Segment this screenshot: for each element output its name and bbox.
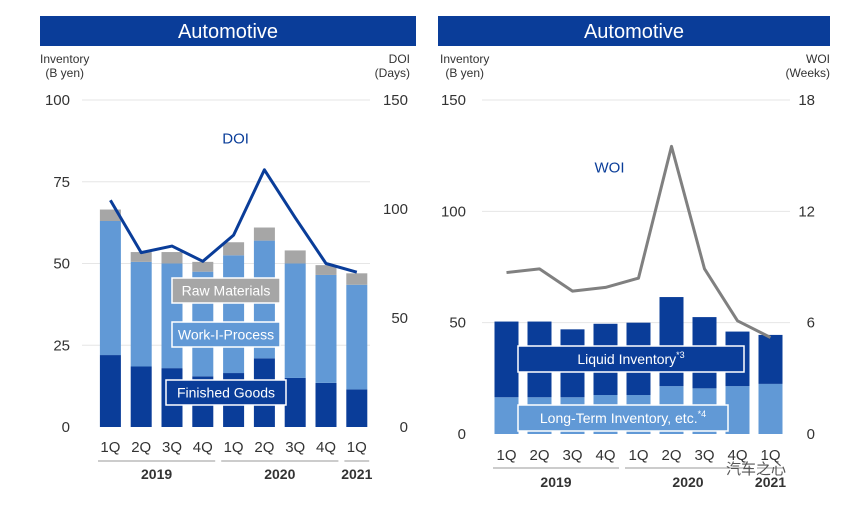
left-y-tick-label: 0 [62,419,70,436]
left-bar-segment [130,366,152,427]
left-legend-finished-goods-box [165,379,287,406]
right-bar-segment [494,321,519,398]
left-year-label: 2020 [264,466,295,482]
left-legend-raw-materials: Raw Materials [182,283,271,299]
right-bar-segment [758,383,783,434]
right-x-tick-label: 2Q [529,447,549,464]
left-x-tick-label: 2Q [131,439,151,456]
right-x-tick-label: 1Q [628,447,648,464]
right-y-tick-label: 50 [449,315,466,332]
right-x-tick-label: 3Q [562,447,582,464]
left-y2-tick-label: 100 [383,201,408,218]
right-y2-caption-line-2: (Weeks) [785,66,830,80]
right-x-tick-label: 1Q [760,447,780,464]
left-bar-segment [99,209,121,221]
left-bar-segment [315,382,337,427]
right-y2-tick-label: 12 [798,203,815,220]
left-bar-segment [99,355,121,427]
left-bar-segment [346,273,368,285]
left-legend-work-in-process: Work-I-Process [178,327,274,343]
left-bar-segment [284,263,306,378]
left-y-tick-label: 75 [53,174,70,191]
right-legend-liquid-inventory-box [517,345,745,373]
left-y-axis-caption: Inventory (B yen) [40,52,89,80]
left-year-label: 2019 [141,466,172,482]
left-x-tick-label: 3Q [162,439,182,456]
left-x-tick-label: 2Q [254,439,274,456]
right-y2-tick-label: 18 [798,92,815,109]
right-year-label: 2019 [540,474,571,490]
left-bar-segment [161,252,183,264]
right-x-tick-label: 4Q [727,447,747,464]
left-y2-tick-label: 150 [383,92,408,109]
left-bar-segment [223,255,245,374]
left-bar-segment [284,250,306,264]
right-y-caption-line-2: (B yen) [445,66,485,80]
left-x-tick-label: 3Q [285,439,305,456]
right-bar-segment [494,397,519,434]
left-doi-label: DOI [222,131,249,148]
left-y-tick-label: 50 [53,256,70,273]
left-x-tick-label: 1Q [100,439,120,456]
left-x-tick-label: 1Q [224,439,244,456]
right-y-caption-line-1: Inventory [440,52,490,66]
right-y2-axis-caption: WOI (Weeks) [776,52,830,80]
left-y2-caption-line-2: (Days) [374,66,410,80]
right-bar-segment [659,297,684,387]
left-line-doi [109,168,358,274]
right-y-tick-label: 150 [441,92,466,109]
left-y-caption-line-1: Inventory [40,52,90,66]
right-year-label: 2021 [755,474,786,490]
left-x-tick-label: 4Q [316,439,336,456]
left-bar-segment [346,284,368,390]
left-y2-caption-line-1: DOI [388,52,410,66]
right-chart-title: Automotive [438,16,830,46]
left-bar-segment [130,261,152,367]
right-y2-caption-line-1: WOI [806,52,830,66]
left-x-tick-label: 4Q [193,439,213,456]
right-x-tick-label: 2Q [661,447,681,464]
right-y-tick-label: 0 [458,426,466,443]
right-legend-long-term-inventory: Long-Term Inventory, etc.*4 [540,409,706,426]
left-y2-axis-caption: DOI (Days) [368,52,410,80]
left-bar-segment [346,389,368,427]
right-bar-segment [725,386,750,434]
left-year-label: 2021 [341,466,372,482]
left-y2-tick-label: 0 [400,419,408,436]
left-bar-segment [99,220,121,356]
right-x-tick-label: 3Q [694,447,714,464]
left-bar-segment [192,261,214,272]
right-x-tick-label: 4Q [595,447,615,464]
left-legend-finished-goods: Finished Goods [177,385,275,401]
left-y2-tick-label: 50 [391,310,408,327]
right-woi-label: WOI [595,159,625,176]
left-bar-segment [284,377,306,427]
watermark-text: 汽车之心 [726,461,787,478]
left-bar-segment [223,242,245,256]
left-y-tick-label: 25 [53,337,70,354]
right-legend-liquid-inventory: Liquid Inventory*3 [577,350,684,367]
left-bar-segment [315,274,337,383]
left-y-tick-label: 100 [45,92,70,109]
right-line-woi [506,144,772,339]
right-y-tick-label: 100 [441,203,466,220]
left-bar-segment [130,252,152,262]
right-x-tick-label: 1Q [496,447,516,464]
right-legend-long-term-inventory-box [517,404,729,432]
left-legend-raw-materials-box [171,277,281,304]
left-x-tick-label: 1Q [347,439,367,456]
right-year-label: 2020 [672,474,703,490]
right-y2-tick-label: 0 [807,426,815,443]
right-bar-segment [758,334,783,384]
left-bar-segment [315,265,337,275]
left-bar-segment [253,227,275,241]
left-y-caption-line-2: (B yen) [45,66,85,80]
left-chart-title: Automotive [40,16,416,46]
left-legend-work-in-process-box [171,321,281,348]
right-y2-tick-label: 6 [807,315,815,332]
right-y-axis-caption: Inventory (B yen) [440,52,489,80]
